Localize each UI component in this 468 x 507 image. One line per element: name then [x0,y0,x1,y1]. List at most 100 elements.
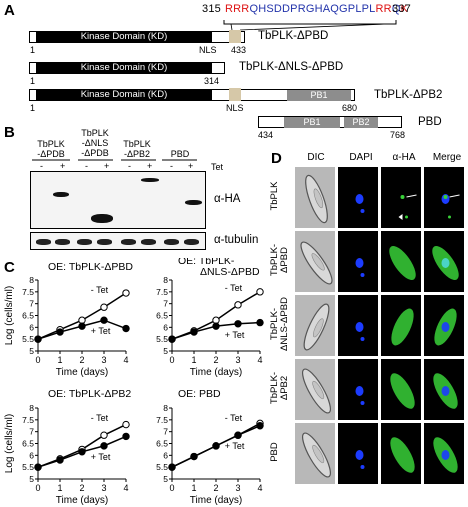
micrograph-merge [423,166,465,229]
chart-title: ΔNLS-ΔPBD [200,266,260,278]
construct-start: 434 [258,130,274,140]
x-tick-label: 3 [235,355,240,365]
y-tick-label: 6.5 [156,311,168,321]
construct-end: 680 [342,103,358,113]
x-tick-label: 1 [191,355,196,365]
micrograph-ha [380,358,422,421]
y-tick-label: 6.5 [22,439,34,449]
x-tick-label: 4 [123,483,128,493]
micrograph-ha [380,422,422,485]
data-point [122,324,130,333]
x-axis-label: Time (days) [56,367,108,378]
lane-group-underlines [32,159,197,161]
series-line [37,292,127,340]
sequence-start: 315 [202,3,221,15]
y-tick-label: 7 [29,427,34,437]
y-tick-label: 7.5 [22,287,34,297]
micrograph-dic [294,230,336,293]
x-tick-label: 3 [101,483,106,493]
construct-name: PBD [418,116,442,128]
chart-title: OE: PBD [178,388,221,400]
row-label: TbPLK- ΔPBD [269,243,290,277]
band [91,214,113,223]
x-axis-label: Time (days) [190,495,242,506]
data-point [100,316,108,324]
kinase-domain: Kinase Domain (KD) [37,89,211,101]
growth-chart: OE: TbPLK-ΔPB2 5 5.5 66.5 7 7.5 8 0 1 2 3 4 Time (da… [4,388,131,506]
row-label: PBD [269,442,280,462]
data-point [100,303,108,311]
construct-end: 314 [204,76,220,86]
kinase-domain: Kinase Domain (KD) [37,62,211,74]
x-tick-label: 3 [101,355,106,365]
x-tick-label: 4 [257,483,262,493]
nls-box [229,88,241,101]
x-tick-label: 1 [57,355,62,365]
y-tick-label: 7.5 [156,415,168,425]
x-tick-label: 3 [235,483,240,493]
data-point [34,335,42,343]
minus-sign: - [40,161,43,171]
micrograph-dic [294,166,336,229]
chart-title: OE: TbPLK-ΔPB2 [48,388,131,400]
panel-label-c: C [4,259,15,276]
series-label: + Tet [91,452,111,462]
micrograph-ha [380,294,422,357]
series-label: - Tet [225,283,243,293]
x-tick-label: 1 [57,483,62,493]
data-point [256,422,264,430]
data-point [168,463,176,471]
x-tick-label: 4 [257,355,262,365]
construct-start: 1 [30,76,36,86]
x-tick-label: 0 [35,355,40,365]
y-tick-label: 7.5 [156,287,168,297]
micrograph-dapi [337,358,379,421]
minus-sign: - [85,161,88,171]
tet-label: Tet [211,162,224,172]
micrograph-dic [294,358,336,421]
series-label: + Tet [225,330,245,340]
minus-sign: - [170,161,173,171]
band [185,200,202,205]
y-tick-label: 5.5 [156,334,168,344]
lane-group-label: TbPLK -ΔPDB [37,139,65,159]
y-tick-label: 6 [29,322,34,332]
blot-label-tubulin: α-tubulin [214,234,259,246]
series-label: + Tet [91,326,111,336]
y-tick-label: 7.5 [22,415,34,425]
data-point [78,448,86,456]
data-point [212,322,220,330]
tubulin-blot [30,232,206,250]
micrograph-merge [423,294,465,357]
data-point [122,432,130,441]
series-label: - Tet [91,285,109,295]
ha-blot [30,171,206,229]
pb1-domain: PB1 [284,116,340,128]
micrograph-ha [380,230,422,293]
x-tick-label: 2 [213,355,218,365]
construct-end: 768 [390,130,406,140]
x-tick-label: 2 [213,483,218,493]
data-point [100,442,108,450]
pb2-domain: PB2 [344,116,378,128]
y-tick-label: 8 [163,403,168,413]
y-axis-label: Log (cells/ml) [4,414,15,473]
x-tick-label: 4 [123,355,128,365]
micrograph-ha [380,166,422,229]
plus-sign: + [60,161,66,171]
y-tick-label: 5 [163,346,168,356]
micrograph-dapi [337,166,379,229]
y-tick-label: 6 [29,450,34,460]
micrograph-dapi [337,294,379,357]
column-header-ha: α-HA [392,152,416,163]
data-point [56,328,64,336]
nls-label: NLS [226,103,244,113]
row-label: TbPLK- ΔNLS-ΔPBD [269,297,290,351]
data-point [34,463,42,471]
lane-group-label: PBD [170,149,190,159]
series-label: - Tet [91,413,109,423]
y-tick-label: 5.5 [22,462,34,472]
nls-box [229,30,241,43]
column-header-dic: DIC [307,152,325,163]
